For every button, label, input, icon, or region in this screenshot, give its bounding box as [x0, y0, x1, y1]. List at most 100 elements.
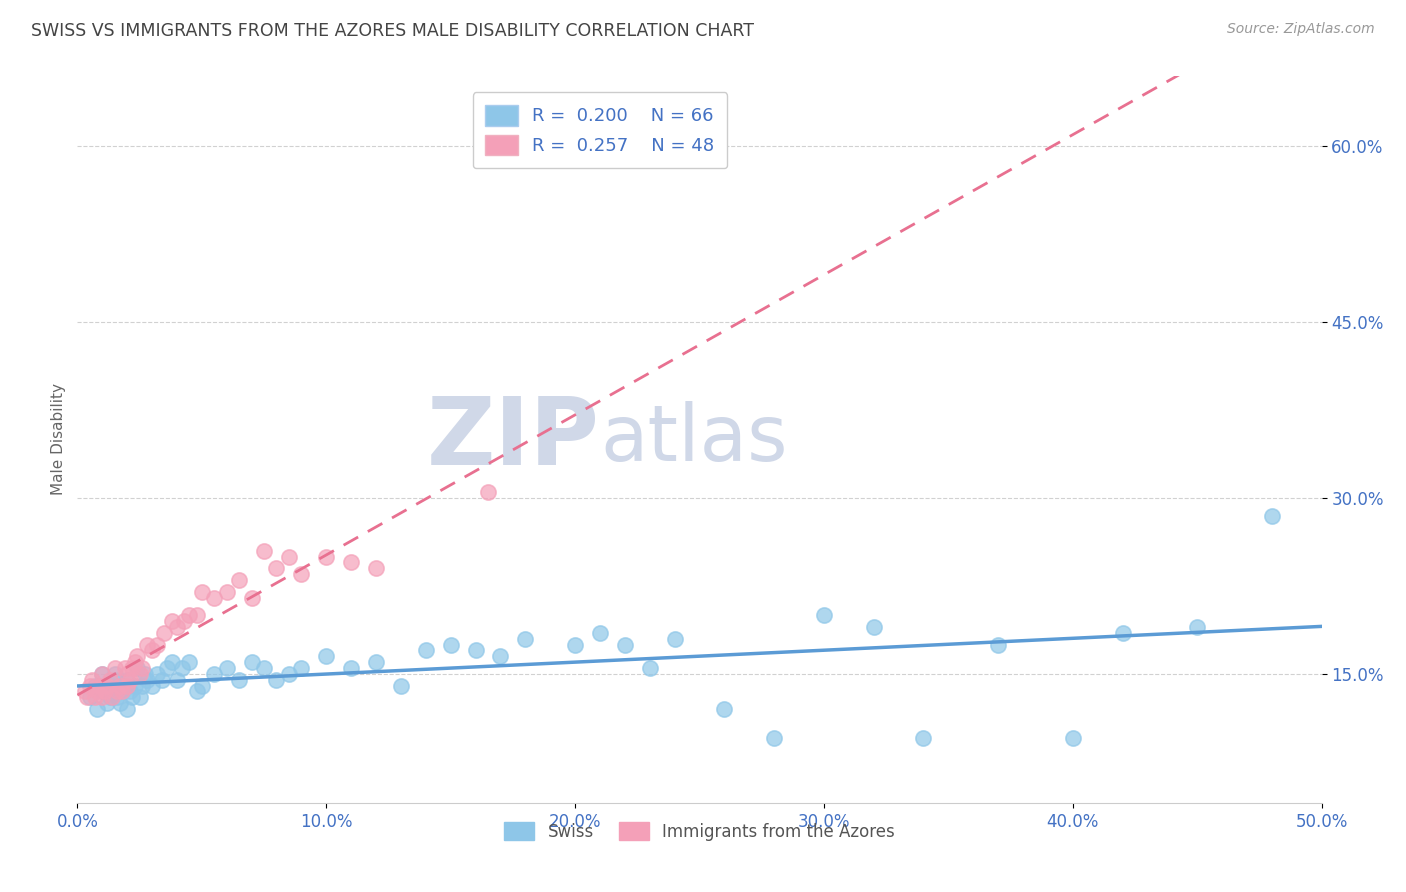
Point	[115, 666, 138, 681]
Point	[277, 549, 299, 564]
Point	[638, 661, 661, 675]
Text: SWISS VS IMMIGRANTS FROM THE AZORES MALE DISABILITY CORRELATION CHART: SWISS VS IMMIGRANTS FROM THE AZORES MALE…	[31, 22, 754, 40]
Point	[340, 661, 363, 675]
Point	[115, 702, 138, 716]
Point	[104, 673, 127, 687]
Point	[121, 690, 143, 705]
Point	[489, 649, 512, 664]
Point	[76, 690, 98, 705]
Point	[763, 731, 786, 746]
Point	[146, 638, 169, 652]
Point	[79, 679, 101, 693]
Point	[202, 591, 225, 605]
Point	[160, 614, 183, 628]
Point	[146, 666, 169, 681]
Point	[134, 666, 156, 681]
Text: Source: ZipAtlas.com: Source: ZipAtlas.com	[1227, 22, 1375, 37]
Point	[91, 684, 114, 698]
Point	[89, 679, 111, 693]
Point	[912, 731, 935, 746]
Point	[179, 655, 201, 669]
Point	[186, 684, 208, 698]
Point	[290, 567, 312, 582]
Point	[96, 679, 118, 693]
Point	[131, 661, 153, 675]
Point	[124, 655, 146, 669]
Point	[115, 673, 138, 687]
Point	[713, 702, 735, 716]
Point	[125, 661, 148, 675]
Point	[121, 661, 143, 675]
Point	[118, 673, 141, 687]
Point	[240, 591, 263, 605]
Point	[108, 679, 131, 693]
Point	[150, 673, 173, 687]
Point	[96, 696, 118, 710]
Point	[613, 638, 636, 652]
Point	[105, 690, 128, 705]
Point	[124, 679, 146, 693]
Point	[141, 643, 163, 657]
Point	[101, 679, 124, 693]
Point	[589, 625, 612, 640]
Point	[131, 679, 153, 693]
Point	[118, 684, 141, 698]
Point	[290, 661, 312, 675]
Point	[136, 638, 159, 652]
Point	[277, 666, 299, 681]
Point	[101, 690, 124, 705]
Point	[108, 696, 131, 710]
Point	[515, 632, 537, 646]
Point	[253, 661, 276, 675]
Point	[315, 649, 337, 664]
Point	[91, 666, 114, 681]
Point	[340, 556, 363, 570]
Point	[987, 638, 1010, 652]
Point	[82, 673, 104, 687]
Point	[166, 620, 188, 634]
Point	[464, 643, 486, 657]
Point	[73, 684, 96, 698]
Legend: Swiss, Immigrants from the Azores: Swiss, Immigrants from the Azores	[496, 814, 903, 849]
Point	[115, 679, 138, 693]
Point	[91, 666, 114, 681]
Point	[136, 673, 159, 687]
Point	[415, 643, 437, 657]
Point	[105, 684, 128, 698]
Point	[104, 666, 127, 681]
Point	[125, 649, 148, 664]
Point	[104, 661, 127, 675]
Point	[266, 673, 288, 687]
Point	[86, 702, 108, 716]
Point	[98, 673, 121, 687]
Point	[228, 673, 250, 687]
Point	[253, 543, 276, 558]
Point	[1185, 620, 1208, 634]
Text: ZIP: ZIP	[427, 393, 600, 485]
Point	[86, 684, 108, 698]
Point	[83, 690, 105, 705]
Point	[191, 679, 214, 693]
Point	[315, 549, 337, 564]
Point	[266, 561, 288, 575]
Point	[91, 690, 114, 705]
Point	[813, 608, 835, 623]
Point	[141, 679, 163, 693]
Point	[111, 684, 134, 698]
Point	[186, 608, 208, 623]
Point	[166, 673, 188, 687]
Point	[862, 620, 884, 634]
Point	[156, 661, 179, 675]
Text: atlas: atlas	[600, 401, 787, 477]
Point	[240, 655, 263, 669]
Point	[228, 573, 250, 587]
Point	[364, 655, 387, 669]
Point	[111, 684, 134, 698]
Point	[1261, 508, 1284, 523]
Point	[79, 690, 101, 705]
Point	[98, 690, 121, 705]
Point	[83, 679, 105, 693]
Point	[477, 485, 499, 500]
Point	[128, 666, 150, 681]
Point	[173, 614, 195, 628]
